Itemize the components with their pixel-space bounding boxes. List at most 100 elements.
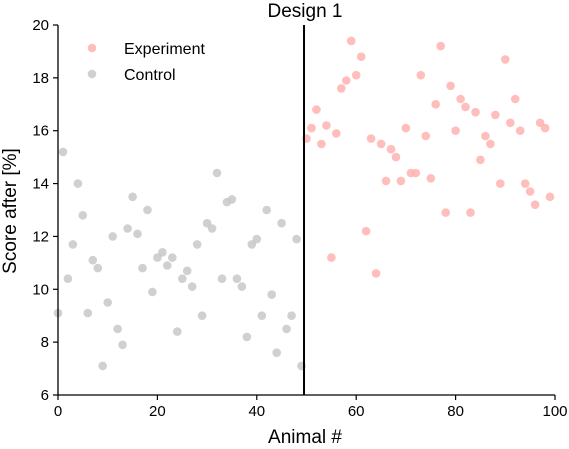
y-tick-label-8: 8 xyxy=(41,334,49,351)
axes-layer: 0 20 40 60 80 100 6 8 10 12 14 16 18 20 xyxy=(32,17,567,420)
x-tick-label-0: 0 xyxy=(54,403,62,420)
point-control-10 xyxy=(103,298,112,307)
series-control xyxy=(53,147,306,371)
point-control-40 xyxy=(252,234,262,244)
legend: Experiment Control xyxy=(87,41,205,84)
point-control-32 xyxy=(212,168,222,178)
point-experiment-3 xyxy=(317,139,326,149)
point-experiment-22 xyxy=(411,168,421,178)
point-experiment-46 xyxy=(530,200,540,209)
y-tick-label-18: 18 xyxy=(32,70,49,87)
y-tick-label-16: 16 xyxy=(32,123,49,140)
point-control-43 xyxy=(267,290,277,299)
point-experiment-38 xyxy=(491,110,500,120)
point-control-36 xyxy=(232,274,242,284)
x-tick-label-80: 80 xyxy=(447,403,464,420)
point-control-35 xyxy=(227,195,237,204)
legend-label-control: Control xyxy=(124,67,176,84)
point-experiment-24 xyxy=(421,131,431,141)
point-control-8 xyxy=(93,263,103,273)
point-experiment-14 xyxy=(371,269,381,278)
point-experiment-32 xyxy=(461,102,470,112)
chart-title: Design 1 xyxy=(268,1,343,22)
point-control-2 xyxy=(63,274,73,284)
x-axis-label: Animal # xyxy=(268,427,342,448)
point-experiment-36 xyxy=(481,131,490,141)
point-control-13 xyxy=(118,340,127,350)
point-control-31 xyxy=(207,224,217,233)
point-control-17 xyxy=(138,263,147,273)
point-control-38 xyxy=(242,332,252,342)
point-experiment-31 xyxy=(456,94,465,104)
point-control-45 xyxy=(277,218,286,228)
point-experiment-39 xyxy=(496,179,505,188)
point-control-19 xyxy=(148,287,157,297)
x-tick-label-40: 40 xyxy=(248,403,265,420)
series-experiment xyxy=(302,36,555,278)
point-experiment-35 xyxy=(476,155,485,165)
point-experiment-42 xyxy=(510,94,520,104)
point-control-11 xyxy=(108,232,117,241)
point-experiment-5 xyxy=(327,253,336,262)
point-experiment-11 xyxy=(356,52,366,61)
point-control-3 xyxy=(68,240,78,249)
point-control-44 xyxy=(272,348,282,358)
points-layer xyxy=(53,36,555,371)
point-experiment-33 xyxy=(466,208,475,217)
y-tick-label-20: 20 xyxy=(32,17,49,34)
point-experiment-44 xyxy=(520,179,530,188)
point-experiment-4 xyxy=(322,121,331,130)
point-experiment-30 xyxy=(451,126,460,135)
legend-marker-experiment xyxy=(87,43,97,53)
y-tick-label-14: 14 xyxy=(32,176,49,193)
point-control-12 xyxy=(113,324,122,334)
y-axis-label: Score after [%] xyxy=(0,148,21,274)
point-control-24 xyxy=(173,327,182,336)
point-experiment-40 xyxy=(501,55,510,64)
point-control-25 xyxy=(178,274,187,284)
point-experiment-29 xyxy=(446,81,455,91)
point-control-23 xyxy=(168,253,177,262)
x-tick-label-20: 20 xyxy=(149,403,166,420)
point-experiment-25 xyxy=(426,174,436,183)
y-tick-label-6: 6 xyxy=(41,387,49,404)
point-control-15 xyxy=(128,192,137,202)
point-control-5 xyxy=(78,211,88,220)
point-control-29 xyxy=(197,311,207,321)
point-control-6 xyxy=(83,308,93,318)
point-control-46 xyxy=(282,324,291,334)
point-control-41 xyxy=(257,311,267,321)
legend-label-experiment: Experiment xyxy=(124,41,205,58)
point-control-18 xyxy=(143,205,152,215)
point-experiment-15 xyxy=(376,139,386,149)
point-experiment-23 xyxy=(416,70,426,80)
point-experiment-2 xyxy=(312,105,321,114)
point-experiment-37 xyxy=(486,139,495,149)
legend-marker-control xyxy=(87,69,97,79)
point-experiment-27 xyxy=(436,41,446,51)
point-control-21 xyxy=(158,248,167,257)
point-experiment-12 xyxy=(361,226,371,236)
point-experiment-8 xyxy=(342,76,351,85)
point-control-28 xyxy=(192,240,202,249)
point-experiment-17 xyxy=(386,144,396,154)
point-experiment-49 xyxy=(545,192,555,202)
point-control-1 xyxy=(58,147,68,157)
point-experiment-19 xyxy=(396,176,406,186)
point-control-22 xyxy=(163,261,172,270)
point-experiment-34 xyxy=(471,107,480,117)
point-control-33 xyxy=(217,274,227,284)
point-experiment-20 xyxy=(401,123,411,133)
x-tick-label-100: 100 xyxy=(542,403,567,420)
point-experiment-1 xyxy=(307,123,316,133)
point-control-16 xyxy=(133,229,142,239)
point-control-26 xyxy=(182,266,192,276)
x-tick-label-60: 60 xyxy=(348,403,365,420)
point-control-37 xyxy=(237,282,247,291)
point-experiment-43 xyxy=(515,126,525,135)
y-tick-label-10: 10 xyxy=(32,281,49,298)
point-experiment-45 xyxy=(525,187,535,196)
point-experiment-13 xyxy=(366,134,376,143)
point-control-48 xyxy=(292,234,301,244)
